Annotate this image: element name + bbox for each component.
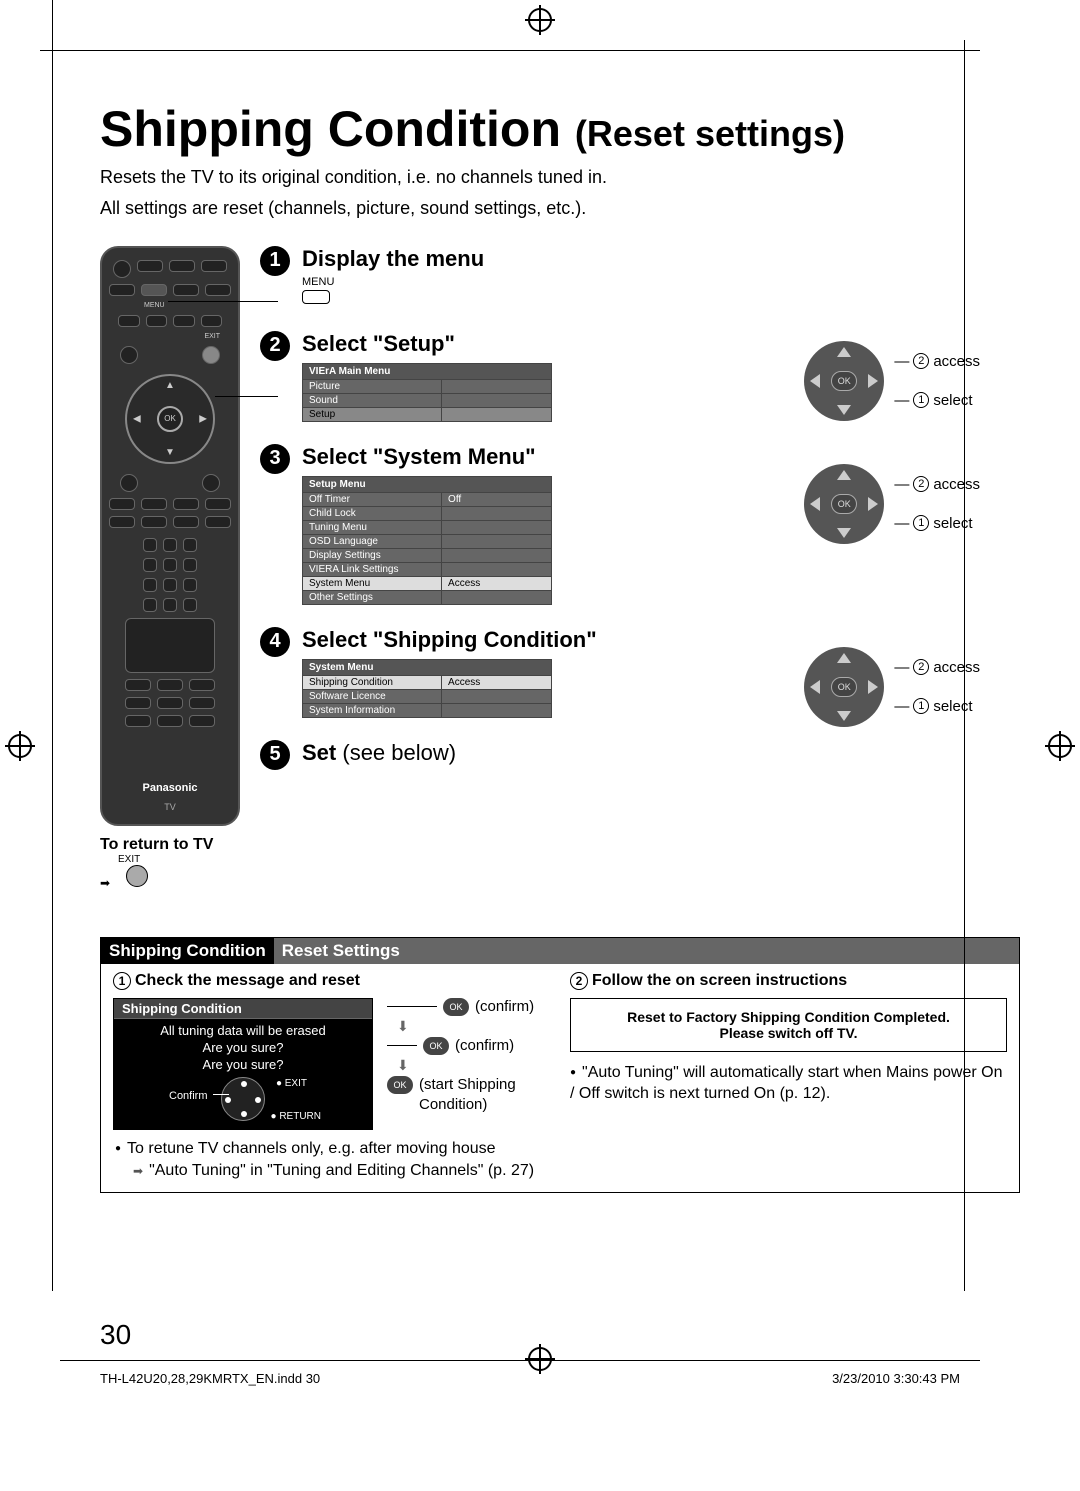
footer-timestamp: 3/23/2010 3:30:43 PM — [832, 1371, 960, 1386]
section-subtitle: Reset Settings — [274, 938, 408, 964]
osd-title: Setup Menu — [303, 477, 551, 492]
step-number: 4 — [260, 627, 290, 657]
step-1: 1 Display the menu MENU — [260, 246, 1020, 309]
ok-pill-icon: OK — [387, 1076, 413, 1094]
manual-page: Shipping Condition (Reset settings) Rese… — [0, 0, 1080, 1491]
osd-row: Sound — [303, 394, 442, 407]
osd-system-menu: System Menu Shipping ConditionAccess Sof… — [302, 659, 552, 718]
osd-row: Child Lock — [303, 507, 442, 520]
osd-title: System Menu — [303, 660, 551, 675]
ok-dpad-icon: OK — [804, 341, 884, 421]
page-title: Shipping Condition (Reset settings) — [100, 100, 1020, 158]
osd-setup-menu: Setup Menu Off TimerOff Child Lock Tunin… — [302, 476, 552, 605]
dialog-text: All tuning data will be erased — [122, 1023, 364, 1040]
step-5: 5 Set (see below) — [260, 740, 1020, 770]
osd-row: Display Settings — [303, 549, 442, 562]
intro-line: All settings are reset (channels, pictur… — [100, 197, 1020, 220]
remote-illustration: MENU EXIT ▲▼◀▶ OK Panasonic — [100, 246, 240, 826]
osd-row: Shipping Condition — [303, 676, 442, 689]
footer-file: TH-L42U20,28,29KMRTX_EN.indd 30 — [100, 1371, 320, 1386]
section-label: Shipping Condition — [101, 938, 274, 964]
osd-row: System Menu — [303, 577, 442, 590]
annotation: —2 access —1 select — [894, 476, 980, 532]
crop-line — [40, 50, 980, 51]
ok-button-icon: OK — [157, 406, 183, 432]
page-number: 30 — [100, 1319, 131, 1351]
section-header: Shipping Condition Reset Settings — [101, 938, 1019, 964]
crop-line — [52, 0, 53, 1291]
reset-settings-section: Shipping Condition Reset Settings 1Check… — [100, 937, 1020, 1193]
osd-row: Picture — [303, 380, 442, 393]
step-number: 5 — [260, 740, 290, 770]
step-number: 2 — [260, 331, 290, 361]
shipping-condition-dialog: Shipping Condition All tuning data will … — [113, 998, 373, 1131]
ok-label: OK — [831, 677, 857, 697]
intro-line: Resets the TV to its original condition,… — [100, 166, 1020, 189]
left-half: 1Check the message and reset Shipping Co… — [113, 972, 550, 1131]
ok-label: OK — [831, 371, 857, 391]
brand-label: Panasonic — [142, 782, 197, 794]
right-half: 2Follow the on screen instructions Reset… — [570, 972, 1007, 1131]
step-2: 2 Select "Setup" VIErA Main Menu Picture… — [260, 331, 1020, 422]
ok-pill-icon: OK — [423, 1037, 449, 1055]
dialog-text: Are you sure? — [122, 1040, 364, 1057]
steps-column: 1 Display the menu MENU 2 Select "Setup"… — [260, 246, 1020, 892]
osd-row: Tuning Menu — [303, 521, 442, 534]
dpad-icon: ▲▼◀▶ OK — [125, 374, 215, 464]
registration-mark-icon — [1048, 734, 1072, 758]
annotation: —2 access —1 select — [894, 659, 980, 715]
title-sub: (Reset settings) — [575, 113, 845, 154]
registration-mark-icon — [8, 734, 32, 758]
step-4: 4 Select "Shipping Condition" System Men… — [260, 627, 1020, 718]
ok-pill-icon: OK — [443, 998, 469, 1016]
exit-label: EXIT — [118, 854, 240, 865]
osd-main-menu: VIErA Main Menu Picture Sound Setup — [302, 363, 552, 422]
osd-row: Software Licence — [303, 690, 442, 703]
tv-label: TV — [164, 802, 176, 812]
subhead: 2Follow the on screen instructions — [570, 972, 1007, 990]
step-title: Set (see below) — [302, 740, 1020, 766]
osd-row: Other Settings — [303, 591, 442, 604]
osd-row: Off Timer — [303, 493, 442, 506]
arrow-icon: ➡ — [100, 876, 110, 890]
exit-button-icon — [126, 865, 148, 887]
menu-button-icon — [302, 290, 330, 304]
annotation: —2 access —1 select — [894, 353, 980, 409]
osd-row: Setup — [303, 408, 442, 421]
title-main: Shipping Condition — [100, 101, 561, 157]
ok-label: OK — [831, 494, 857, 514]
step-title: Display the menu — [302, 246, 1020, 272]
ok-dpad-icon: OK — [804, 464, 884, 544]
exit-label: EXIT — [204, 333, 220, 340]
note: "Auto Tuning" will automatically start w… — [570, 1062, 1007, 1105]
osd-row: OSD Language — [303, 535, 442, 548]
menu-hint: MENU — [302, 276, 1020, 288]
step-3: 3 Select "System Menu" Setup Menu Off Ti… — [260, 444, 1020, 605]
return-to-tv: To return to TV EXIT ➡ — [100, 836, 240, 892]
registration-mark-icon — [528, 1347, 552, 1371]
ok-dpad-icon: OK — [804, 647, 884, 727]
print-footer: TH-L42U20,28,29KMRTX_EN.indd 30 3/23/201… — [100, 1371, 960, 1386]
subhead: 1Check the message and reset — [113, 972, 550, 990]
bottom-notes: To retune TV channels only, e.g. after m… — [101, 1134, 1019, 1191]
mini-dpad-icon: ● EXIT ● RETURN Confirm — [221, 1077, 265, 1121]
menu-label: MENU — [144, 302, 165, 309]
footer-line — [60, 1360, 980, 1361]
step-number: 1 — [260, 246, 290, 276]
dialog-title: Shipping Condition — [114, 999, 372, 1019]
completion-message: Reset to Factory Shipping Condition Comp… — [570, 998, 1007, 1052]
osd-title: VIErA Main Menu — [303, 364, 551, 379]
registration-mark-icon — [528, 8, 552, 32]
step-number: 3 — [260, 444, 290, 474]
confirm-flow: OK(confirm) ⬇ OK(confirm) ⬇ OK(start Shi… — [387, 998, 534, 1113]
dialog-text: Are you sure? — [122, 1057, 364, 1074]
return-title: To return to TV — [100, 836, 240, 854]
osd-row: VIERA Link Settings — [303, 563, 442, 576]
osd-row: System Information — [303, 704, 442, 717]
